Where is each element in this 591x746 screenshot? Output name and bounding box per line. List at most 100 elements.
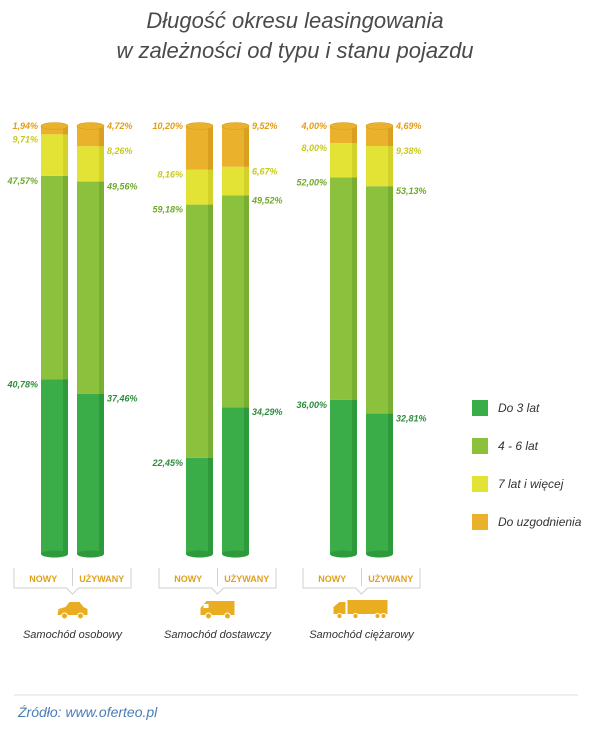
source-text: Źródło: www.oferteo.pl [17,704,158,720]
value-label: 47,57% [6,176,38,186]
legend-label: 7 lat i więcej [498,477,564,491]
wheel [374,612,381,620]
legend-swatch [472,400,488,416]
value-label: 37,46% [107,394,138,404]
wheel [61,612,68,620]
bar-segment-shade [388,413,393,554]
bar-label-frame-2: NOWY UŻYWANY [158,568,277,595]
bar-segment-shade [63,175,68,380]
bar-top-cap [185,122,214,130]
bar-labels-area: NOWY UŻYWANY Samochód osobowy NOWY UŻYWANY Sa… [13,568,421,641]
bar-label-bracket [158,568,277,595]
bar-label-bracket [13,568,132,595]
chart-title: Długość okresu leasingowania w zależnośc… [116,8,473,63]
bar-segment [366,126,393,147]
group-label: Samochód osobowy [23,629,124,641]
van-window [203,604,209,608]
bar-top-cap [40,122,69,130]
value-label: 40,78% [6,379,38,389]
bar-label: NOWY [174,574,202,584]
bar-top-cap [365,122,394,130]
bar-segment [77,126,104,147]
bar-segment-shade [99,393,104,554]
bar-bottom-cap [41,550,68,558]
legend-item: Do 3 lat [472,400,540,416]
value-label: 1,94% [12,121,38,131]
bar-label: UŻYWANY [79,574,124,584]
value-label: 4,69% [395,121,422,131]
bar-label-bracket [302,568,421,595]
bar-segment-shade [99,181,104,394]
bar-bottom-cap [186,550,213,558]
bar-segment-shade [352,143,357,178]
bar-segment-shade [63,134,68,176]
value-label: 10,20% [152,121,183,131]
value-label: 36,00% [296,400,327,410]
bar-segment-shade [244,166,249,196]
group-label: Samochód ciężarowy [309,629,415,641]
legend-label: Do uzgodnienia [498,515,582,529]
wheel [224,612,231,620]
value-label: 34,29% [252,407,283,417]
bar-label-frame-3: NOWY UŻYWANY [302,568,421,595]
bar-segment [330,126,357,144]
bar-label: NOWY [318,574,346,584]
bar-bottom-cap [77,550,104,558]
bar-segment-shade [244,126,249,167]
group-label: Samochód dostawczy [164,629,272,641]
bar-segment [41,126,68,135]
legend-swatch [472,514,488,530]
legend: Do 3 lat 4 - 6 lat 7 lat i więcej Do uzgodn… [472,400,582,530]
bar-3-2: 32,81% 53,13% 9,38% 4,69% [365,121,427,558]
bar-top-cap [76,122,105,130]
value-label: 6,67% [252,167,278,177]
bar-segment-shade [352,399,357,554]
bar-segment-shade [244,407,249,554]
value-label: 8,26% [107,146,133,156]
truck-trailer [347,600,388,614]
bar-segment-shade [99,146,104,182]
bar-segment-shade [63,126,68,135]
value-label: 8,16% [157,170,183,180]
value-label: 22,45% [151,458,183,468]
bars-area: 40,78% 47,57% 9,71% 1,94% 37,46% 49,56% 8,26% 4… [6,121,427,558]
legend-item: Do uzgodnienia [472,514,582,530]
value-label: 9,38% [396,146,422,156]
value-label: 9,52% [252,121,278,131]
bar-label: UŻYWANY [368,574,413,584]
bar-bottom-cap [330,550,357,558]
value-label: 53,13% [396,186,427,196]
truck-cab [333,602,346,614]
bar-2-1: 22,45% 59,18% 8,16% 10,20% [151,121,214,558]
bar-segment-shade [352,126,357,144]
chart-title-line-2: w zależności od typu i stanu pojazdu [116,38,473,63]
chart-title-line-1: Długość okresu leasingowania [146,8,443,33]
truck-icon [333,600,388,620]
value-label: 4,72% [106,121,133,131]
bar-label-frame-1: NOWY UŻYWANY [13,568,132,595]
legend-swatch [472,438,488,454]
bar-segment-shade [208,126,213,170]
wheel [77,612,84,620]
bar-segment-shade [388,186,393,414]
bar-segment-shade [208,457,213,554]
bar-segment-shade [352,177,357,400]
bar-segment-shade [208,204,213,458]
value-label: 52,00% [296,177,327,187]
bar-segment-shade [99,126,104,147]
car-icon [57,602,88,620]
car-body [57,602,88,615]
bar-segment-shade [388,126,393,147]
wheel [336,612,343,620]
bar-bottom-cap [366,550,393,558]
wheel [205,612,212,620]
value-label: 49,56% [106,182,138,192]
legend-label: 4 - 6 lat [498,439,539,453]
bar-top-cap [329,122,358,130]
bar-segment-shade [208,169,213,205]
bar-3-1: 36,00% 52,00% 8,00% 4,00% [296,121,358,558]
bar-segment-shade [244,195,249,408]
legend-item: 4 - 6 lat [472,438,539,454]
legend-item: 7 lat i więcej [472,476,564,492]
